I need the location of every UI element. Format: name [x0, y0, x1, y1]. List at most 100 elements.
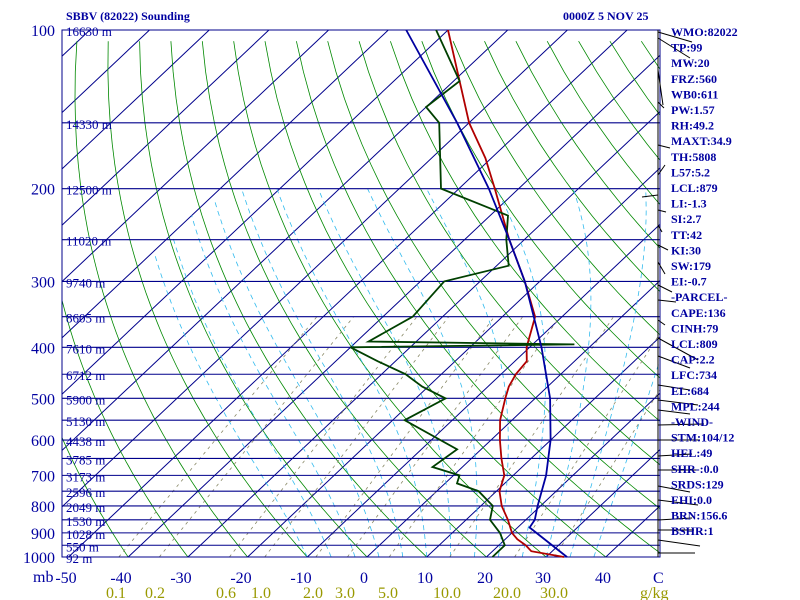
mixing-ratio-unit: g/kg [640, 585, 668, 600]
wind-barb [657, 337, 699, 361]
moist-adiabat [317, 188, 452, 557]
index-item: CAPE:136 [671, 306, 726, 320]
isotherm [545, 448, 660, 557]
height-label: 16630 m [66, 24, 112, 39]
dry-adiabat [390, 41, 660, 422]
dry-adiabat [296, 41, 660, 554]
index-item: HEL:49 [671, 446, 712, 460]
mixing-ratio-line [158, 316, 354, 557]
height-label: 2049 m [66, 500, 105, 515]
mixing-ratio-tick: 0.1 [106, 585, 126, 600]
mixing-ratio-tick: 0.6 [216, 585, 236, 600]
wind-barb [657, 409, 691, 415]
moist-adiabat [426, 188, 509, 557]
moist-adiabat [171, 234, 332, 557]
temperature-tick: 30 [535, 570, 551, 587]
index-item: SI:2.7 [671, 212, 701, 226]
index-item: MAXT:34.9 [671, 134, 732, 148]
index-item: FRZ:560 [671, 72, 717, 86]
mixing-ratio-line [118, 316, 318, 557]
temperature-tick: -10 [290, 570, 311, 587]
pressure-tick: 600 [31, 433, 55, 450]
height-label: 6712 m [66, 368, 105, 383]
index-item: TH:5808 [671, 150, 716, 164]
pressure-tick: 300 [31, 274, 55, 291]
temperature-tick: -50 [55, 570, 76, 587]
dry-adiabat [358, 41, 660, 466]
wind-barb [657, 224, 663, 233]
wind-barb [657, 399, 699, 406]
temperature-unit: C [653, 570, 664, 587]
temperature-tick: 20 [477, 570, 493, 587]
wind-barb [657, 319, 666, 326]
index-item: LFC:734 [671, 368, 717, 382]
index-item: -PARCEL- [671, 290, 727, 304]
dry-adiabat [62, 298, 189, 557]
mixing-ratio-line [388, 316, 561, 557]
moist-adiabat [545, 188, 592, 557]
isotherm [62, 30, 568, 508]
pressure-tick: 400 [31, 340, 55, 357]
index-item: EHI:0.0 [671, 493, 712, 507]
mixing-ratio-line [264, 316, 450, 557]
index-item: LCL:879 [671, 181, 718, 195]
dry-adiabat [452, 41, 660, 336]
wind-barb [657, 69, 664, 106]
dewpoint-curve [350, 29, 575, 558]
isotherm [62, 30, 329, 283]
temperature-tick: -30 [170, 570, 191, 587]
pressure-tick: 200 [31, 182, 55, 199]
height-label: 550 m [66, 539, 99, 554]
mixing-ratio-tick: 10.0 [433, 585, 461, 600]
mixing-ratio-tick: 0.2 [145, 585, 165, 600]
mixing-ratio-line [315, 316, 495, 557]
isotherm [0, 30, 30, 557]
pressure-tick: 500 [31, 391, 55, 408]
valid-time: 0000Z 5 NOV 25 [563, 9, 648, 23]
height-label: 92 m [66, 551, 92, 566]
index-item: CINH:79 [671, 321, 718, 335]
temperature-tick: -40 [110, 570, 131, 587]
height-label: 8605 m [66, 311, 105, 326]
index-item: SRDS:129 [671, 477, 724, 491]
temperature-curve [447, 29, 565, 558]
temperature-tick: -20 [230, 570, 251, 587]
chart-title: SBBV (82022) Sounding [66, 9, 190, 23]
wind-barb [657, 144, 671, 149]
index-item: EI:-0.7 [671, 275, 707, 289]
wind-barb [657, 299, 677, 303]
isotherm [62, 30, 210, 170]
wind-barb [657, 355, 691, 369]
mixing-ratio-line [554, 388, 660, 557]
pressure-unit: mb [33, 569, 53, 586]
wind-barb [657, 164, 666, 176]
index-item: SHR-:0.0 [671, 462, 719, 476]
height-label: 4438 m [66, 434, 105, 449]
dry-adiabat [421, 41, 660, 379]
height-label: 5130 m [66, 414, 105, 429]
dry-adiabat [107, 41, 308, 557]
wind-barb [657, 485, 691, 493]
isotherm [306, 223, 660, 557]
moist-adiabat [153, 252, 308, 557]
index-item: TT:42 [671, 228, 702, 242]
index-item: L57:5.2 [671, 165, 710, 179]
isotherm [62, 30, 389, 339]
index-item: KI:30 [671, 243, 701, 257]
wind-barb [657, 453, 693, 457]
height-label: 5900 m [66, 392, 105, 407]
wind-barb [657, 244, 669, 251]
index-item: MPL:244 [671, 399, 720, 413]
index-item: TP:99 [671, 41, 702, 55]
wind-barb [657, 37, 691, 59]
temperature-tick: 0 [360, 570, 368, 587]
isotherm [127, 54, 660, 557]
wind-barb [657, 423, 705, 426]
isotherm [486, 392, 660, 557]
index-item: BRN:156.6 [671, 509, 727, 523]
mixing-ratio-tick: 20.0 [493, 585, 521, 600]
height-label: 12500 m [66, 183, 112, 198]
isotherm [62, 30, 509, 452]
wind-profile [641, 30, 705, 557]
